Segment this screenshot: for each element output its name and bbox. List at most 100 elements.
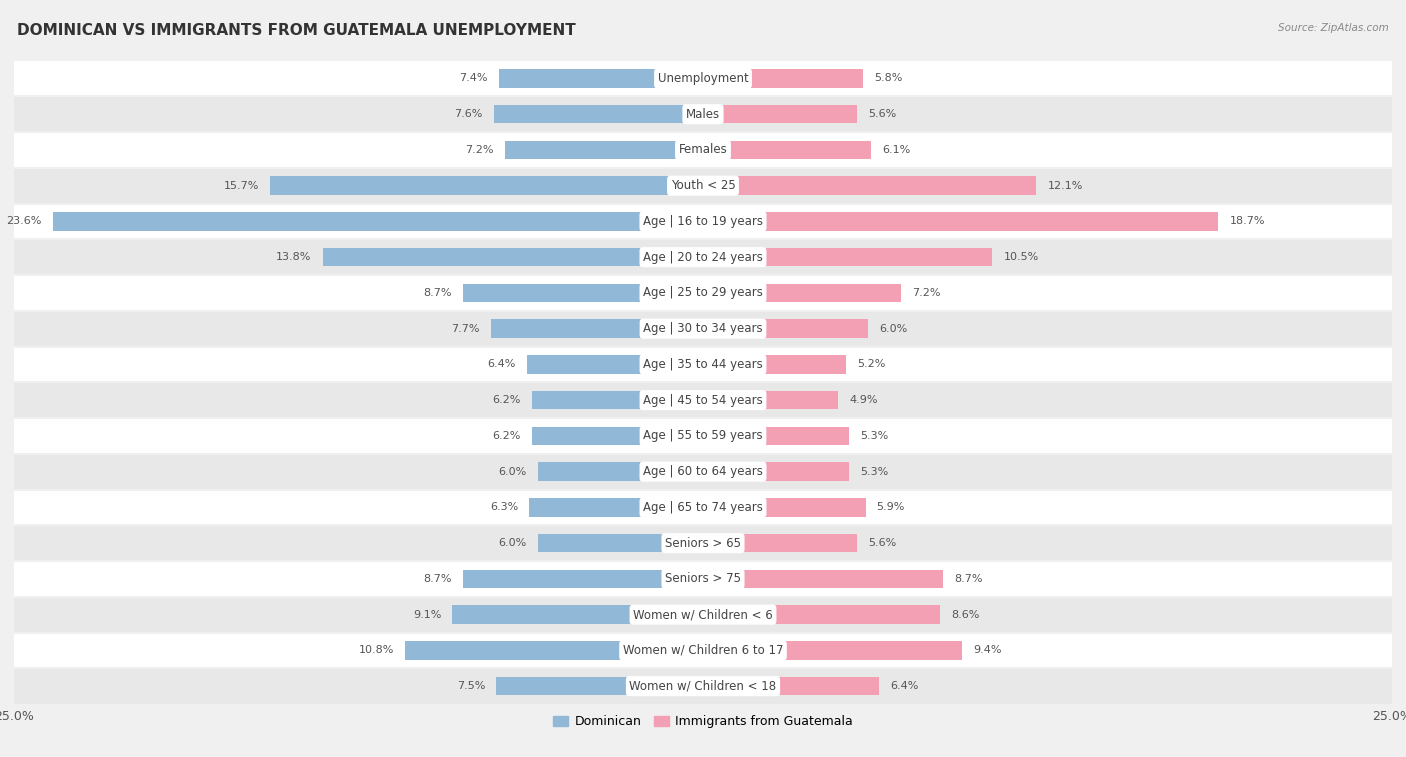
Bar (703, 141, 872, 159)
Bar (703, 248, 993, 266)
Bar (537, 463, 703, 481)
Bar (703, 355, 846, 374)
Bar (496, 677, 703, 696)
Bar (703, 534, 858, 553)
Text: Youth < 25: Youth < 25 (671, 179, 735, 192)
Bar (703, 463, 849, 481)
Text: 8.6%: 8.6% (950, 609, 980, 620)
Bar (703, 427, 849, 445)
Text: 7.5%: 7.5% (457, 681, 485, 691)
Bar (14, 668, 1392, 704)
Bar (499, 69, 703, 88)
Text: 5.6%: 5.6% (869, 538, 897, 548)
Bar (531, 391, 703, 410)
Text: DOMINICAN VS IMMIGRANTS FROM GUATEMALA UNEMPLOYMENT: DOMINICAN VS IMMIGRANTS FROM GUATEMALA U… (17, 23, 575, 38)
Text: 5.6%: 5.6% (869, 109, 897, 119)
Bar (491, 319, 703, 338)
Text: Unemployment: Unemployment (658, 72, 748, 85)
Bar (463, 569, 703, 588)
Text: 5.2%: 5.2% (858, 360, 886, 369)
Text: Females: Females (679, 143, 727, 157)
Text: 12.1%: 12.1% (1047, 181, 1083, 191)
Text: 10.8%: 10.8% (359, 646, 394, 656)
Text: Age | 55 to 59 years: Age | 55 to 59 years (643, 429, 763, 442)
Bar (703, 176, 1036, 195)
Bar (14, 525, 1392, 561)
Text: 5.3%: 5.3% (860, 466, 889, 477)
Bar (14, 418, 1392, 453)
Bar (14, 204, 1392, 239)
Bar (453, 606, 703, 624)
Bar (703, 606, 941, 624)
Bar (703, 212, 1219, 231)
Text: Source: ZipAtlas.com: Source: ZipAtlas.com (1278, 23, 1389, 33)
Text: 8.7%: 8.7% (953, 574, 983, 584)
Text: 7.2%: 7.2% (465, 145, 494, 155)
Bar (703, 641, 962, 659)
Bar (703, 105, 858, 123)
Text: Males: Males (686, 107, 720, 120)
Bar (14, 96, 1392, 132)
Text: Age | 35 to 44 years: Age | 35 to 44 years (643, 358, 763, 371)
Text: 7.6%: 7.6% (454, 109, 482, 119)
Bar (530, 498, 703, 517)
Bar (14, 633, 1392, 668)
Legend: Dominican, Immigrants from Guatemala: Dominican, Immigrants from Guatemala (548, 710, 858, 733)
Bar (463, 284, 703, 302)
Text: Women w/ Children < 6: Women w/ Children < 6 (633, 608, 773, 621)
Bar (14, 347, 1392, 382)
Bar (14, 168, 1392, 204)
Text: Age | 25 to 29 years: Age | 25 to 29 years (643, 286, 763, 300)
Bar (537, 534, 703, 553)
Bar (52, 212, 703, 231)
Text: 6.2%: 6.2% (492, 395, 522, 405)
Bar (14, 561, 1392, 597)
Bar (703, 69, 863, 88)
Bar (323, 248, 703, 266)
Text: 15.7%: 15.7% (224, 181, 259, 191)
Text: 9.4%: 9.4% (973, 646, 1001, 656)
Text: 4.9%: 4.9% (849, 395, 877, 405)
Bar (405, 641, 703, 659)
Bar (494, 105, 703, 123)
Text: Age | 30 to 34 years: Age | 30 to 34 years (643, 322, 763, 335)
Bar (703, 284, 901, 302)
Bar (14, 597, 1392, 633)
Text: 23.6%: 23.6% (6, 217, 42, 226)
Text: Age | 45 to 54 years: Age | 45 to 54 years (643, 394, 763, 407)
Text: Women w/ Children < 18: Women w/ Children < 18 (630, 680, 776, 693)
Bar (531, 427, 703, 445)
Text: Seniors > 75: Seniors > 75 (665, 572, 741, 585)
Text: 6.0%: 6.0% (879, 324, 908, 334)
Bar (505, 141, 703, 159)
Text: 5.8%: 5.8% (875, 73, 903, 83)
Text: Women w/ Children 6 to 17: Women w/ Children 6 to 17 (623, 644, 783, 657)
Bar (270, 176, 703, 195)
Text: 5.3%: 5.3% (860, 431, 889, 441)
Text: 6.1%: 6.1% (882, 145, 910, 155)
Text: 6.4%: 6.4% (488, 360, 516, 369)
Text: 6.0%: 6.0% (498, 466, 527, 477)
Bar (703, 498, 866, 517)
Bar (703, 569, 943, 588)
Text: Age | 20 to 24 years: Age | 20 to 24 years (643, 251, 763, 263)
Bar (14, 239, 1392, 275)
Text: 5.9%: 5.9% (876, 503, 905, 512)
Bar (14, 311, 1392, 347)
Text: 6.0%: 6.0% (498, 538, 527, 548)
Bar (14, 275, 1392, 311)
Bar (14, 453, 1392, 490)
Text: 7.4%: 7.4% (460, 73, 488, 83)
Text: 6.2%: 6.2% (492, 431, 522, 441)
Bar (527, 355, 703, 374)
Bar (14, 61, 1392, 96)
Bar (14, 490, 1392, 525)
Bar (14, 132, 1392, 168)
Text: Age | 65 to 74 years: Age | 65 to 74 years (643, 501, 763, 514)
Text: 7.2%: 7.2% (912, 288, 941, 298)
Text: Age | 16 to 19 years: Age | 16 to 19 years (643, 215, 763, 228)
Text: 8.7%: 8.7% (423, 574, 453, 584)
Text: Age | 60 to 64 years: Age | 60 to 64 years (643, 465, 763, 478)
Text: 13.8%: 13.8% (277, 252, 312, 262)
Bar (703, 677, 879, 696)
